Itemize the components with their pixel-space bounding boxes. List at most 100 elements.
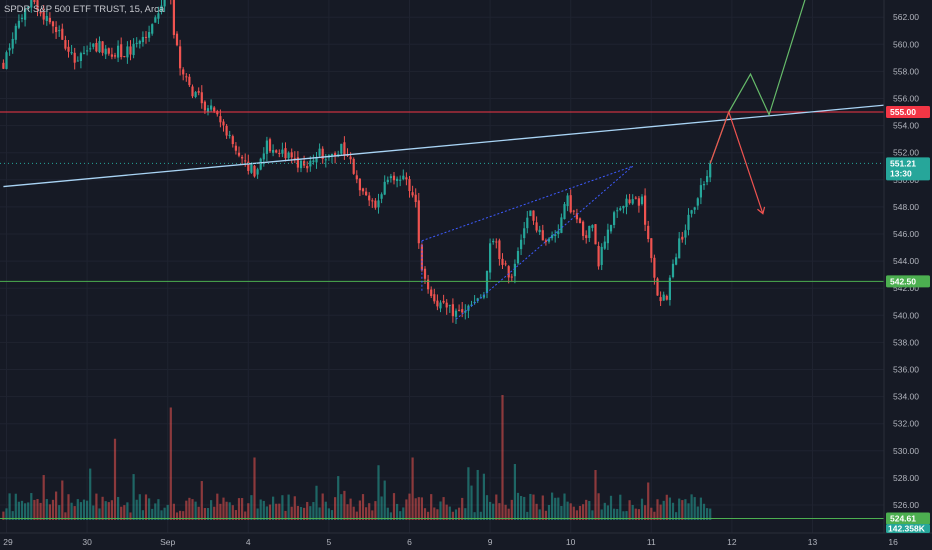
candle-body	[318, 148, 321, 156]
candle-body	[73, 52, 76, 63]
volume-bar	[569, 503, 572, 520]
candle-body	[8, 47, 11, 51]
volume-bar	[138, 494, 141, 520]
volume-bar	[293, 496, 296, 520]
volume-bar	[120, 506, 123, 520]
volume-bar	[529, 493, 532, 520]
candle-body	[442, 300, 445, 303]
volume-bar	[210, 500, 213, 520]
candle-body	[693, 207, 696, 210]
candle-body	[188, 76, 191, 86]
y-tick-label: 556.00	[893, 94, 919, 104]
volume-bar	[619, 494, 622, 520]
volume-bar	[76, 499, 79, 520]
candle-body	[582, 221, 585, 236]
candle-body	[76, 60, 79, 62]
volume-bar	[427, 511, 430, 520]
volume-bar	[557, 497, 560, 520]
x-tick-label: 30	[82, 537, 92, 547]
volume-bar	[33, 499, 36, 520]
volume-bar	[20, 500, 24, 520]
candle-body	[70, 52, 73, 54]
volume-bar	[448, 506, 451, 520]
candle-body	[408, 179, 411, 192]
candle-body	[306, 165, 309, 169]
candle-body	[191, 86, 194, 97]
candle-body	[11, 38, 14, 49]
volume-bar	[458, 507, 461, 520]
volume-bar	[377, 465, 380, 520]
x-tick-label: 11	[647, 537, 656, 547]
volume-bar	[699, 497, 702, 520]
candle-body	[699, 185, 702, 198]
volume-bar	[439, 501, 442, 520]
volume-bar	[163, 507, 166, 520]
volume-bar	[467, 467, 470, 520]
volume-bar	[58, 505, 61, 520]
volume-bar	[70, 502, 73, 520]
volume-bar	[95, 493, 98, 520]
volume-bar	[42, 475, 45, 520]
y-tick-label: 542.00	[893, 283, 919, 293]
volume-bar	[197, 506, 200, 520]
candle-body	[402, 175, 405, 180]
candle-body	[92, 43, 95, 47]
volume-bar	[330, 510, 334, 520]
candle-body	[14, 25, 17, 40]
volume-bar	[399, 511, 402, 520]
volume-bar	[678, 498, 681, 520]
candle-body	[647, 225, 650, 240]
candle-body	[423, 268, 427, 279]
candle-body	[427, 279, 430, 290]
volume-bar	[132, 474, 135, 520]
volume-bar	[634, 508, 637, 520]
volume-bar	[420, 497, 423, 520]
candle-body	[461, 309, 464, 313]
volume-bar	[582, 504, 585, 520]
volume-bar	[275, 503, 278, 520]
volume-bar	[675, 512, 678, 520]
volume-bar	[547, 504, 551, 520]
candle-body	[225, 125, 228, 136]
volume-bar	[405, 499, 408, 520]
volume-bar	[513, 464, 516, 520]
volume-bar	[650, 507, 653, 520]
volume-bar	[299, 506, 303, 520]
candle-body	[445, 302, 448, 308]
candle-body	[234, 145, 237, 151]
candle-body	[557, 231, 560, 235]
candle-body	[5, 52, 8, 69]
candle-body	[210, 105, 213, 110]
candle-body	[349, 156, 352, 160]
y-tick-label: 544.00	[893, 256, 919, 266]
volume-bar	[231, 505, 234, 520]
volume-bar	[253, 457, 256, 520]
candle-body	[82, 52, 86, 54]
candle-body	[355, 175, 358, 180]
volume-bar	[389, 512, 392, 520]
candle-body	[135, 42, 138, 44]
candle-body	[361, 188, 365, 192]
price-axis[interactable]: 526.00 528.00 530.00 532.00 534.00 536.00 538.…	[893, 12, 919, 510]
candle-body	[296, 157, 299, 168]
candle-body	[222, 121, 225, 126]
volume-bar	[408, 493, 411, 520]
chart-title: SPDR S&P 500 ETF TRUST, 15, Arca	[4, 4, 165, 15]
candle-body	[259, 158, 262, 170]
volume-bar	[82, 499, 86, 520]
x-tick-label: 5	[327, 537, 332, 547]
volume-bar	[284, 510, 287, 520]
volume-bar	[709, 508, 712, 520]
time-axis[interactable]: 29 30 Sep 4 5 6 9 10 11 12 13 16	[3, 537, 898, 547]
candle-body	[278, 153, 281, 155]
volume-bar	[73, 506, 76, 520]
candle-body	[405, 177, 408, 180]
volume-bar	[479, 511, 482, 520]
candle-body	[45, 15, 48, 21]
candle-body	[702, 183, 706, 186]
candle-body	[551, 235, 554, 239]
candle-body	[148, 32, 151, 38]
candle-body	[578, 218, 582, 224]
candle-body	[383, 181, 386, 195]
